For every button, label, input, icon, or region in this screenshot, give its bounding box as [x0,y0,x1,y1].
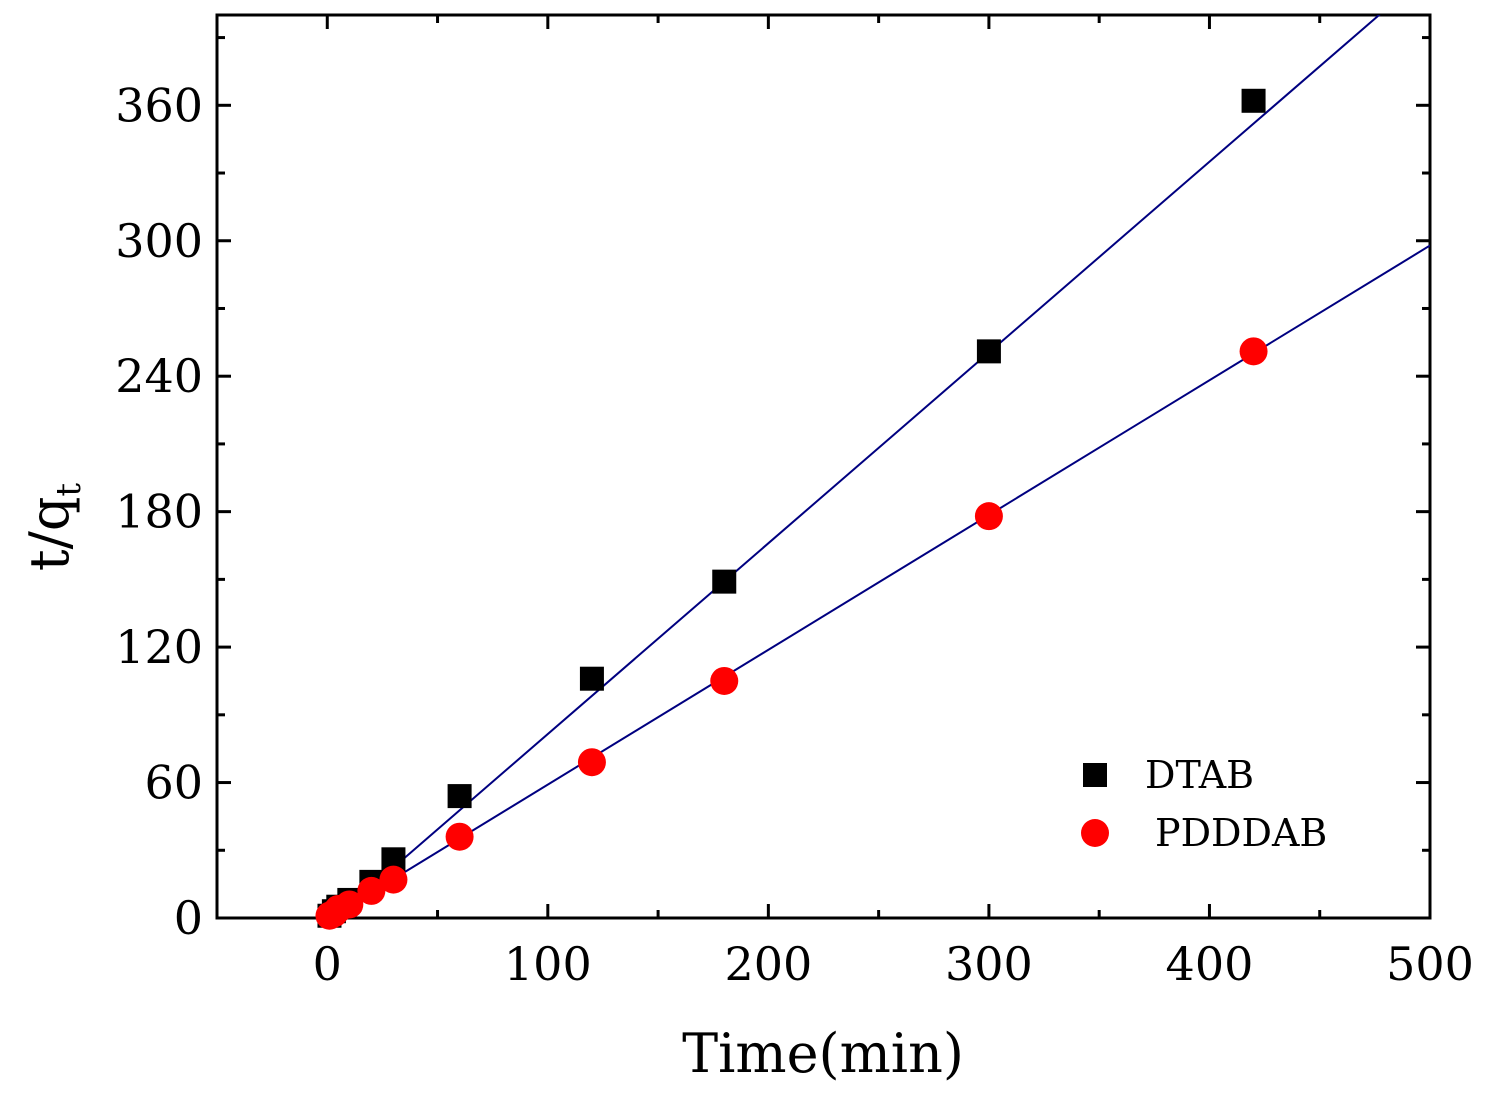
marker-dtab [976,339,1001,364]
x-tick-label: 100 [504,937,592,991]
y-tick-label: 180 [115,485,203,539]
marker-pdddab [379,865,408,894]
y-axis-label-main: t/q [18,497,81,571]
legend: DTAB PDDDAB [1081,753,1327,855]
marker-dtab [712,569,737,594]
marker-pdddab [974,502,1003,531]
legend-label-dtab: DTAB [1145,753,1254,797]
marker-dtab [1241,88,1266,113]
legend-marker-dtab [1083,763,1107,787]
axis-ticks [217,15,1432,920]
y-tick-label: 240 [115,349,203,403]
marker-dtab [447,784,472,809]
data-markers [315,88,1268,930]
plot-frame [215,13,1432,920]
legend-marker-pdddab [1081,819,1109,847]
marker-dtab [579,666,604,691]
y-axis-label-subscript: t [49,483,89,497]
marker-pdddab [335,890,364,919]
x-tick-label: 500 [1386,937,1474,991]
legend-label-pdddab: PDDDAB [1155,811,1327,855]
fit-line-dtab [333,15,1381,918]
fit-lines [327,15,1430,918]
y-tick-label: 60 [144,756,203,810]
x-tick-label: 300 [945,937,1033,991]
x-tick-label: 0 [313,937,342,991]
x-tick-label: 200 [724,937,812,991]
tick-labels: 0 100 200 300 400 500 0 60 120 180 240 300 360 [115,78,1474,991]
y-tick-label: 120 [115,620,203,674]
y-axis-label: t/qt [18,483,89,571]
y-tick-label: 0 [174,891,203,945]
marker-pdddab [445,822,474,851]
y-tick-label: 300 [115,214,203,268]
x-axis-label: Time(min) [682,1022,964,1085]
marker-pdddab [1239,337,1268,366]
x-tick-label: 400 [1166,937,1254,991]
y-tick-label: 360 [115,78,203,132]
marker-pdddab [357,876,386,905]
marker-pdddab [577,748,606,777]
marker-pdddab [710,666,739,695]
